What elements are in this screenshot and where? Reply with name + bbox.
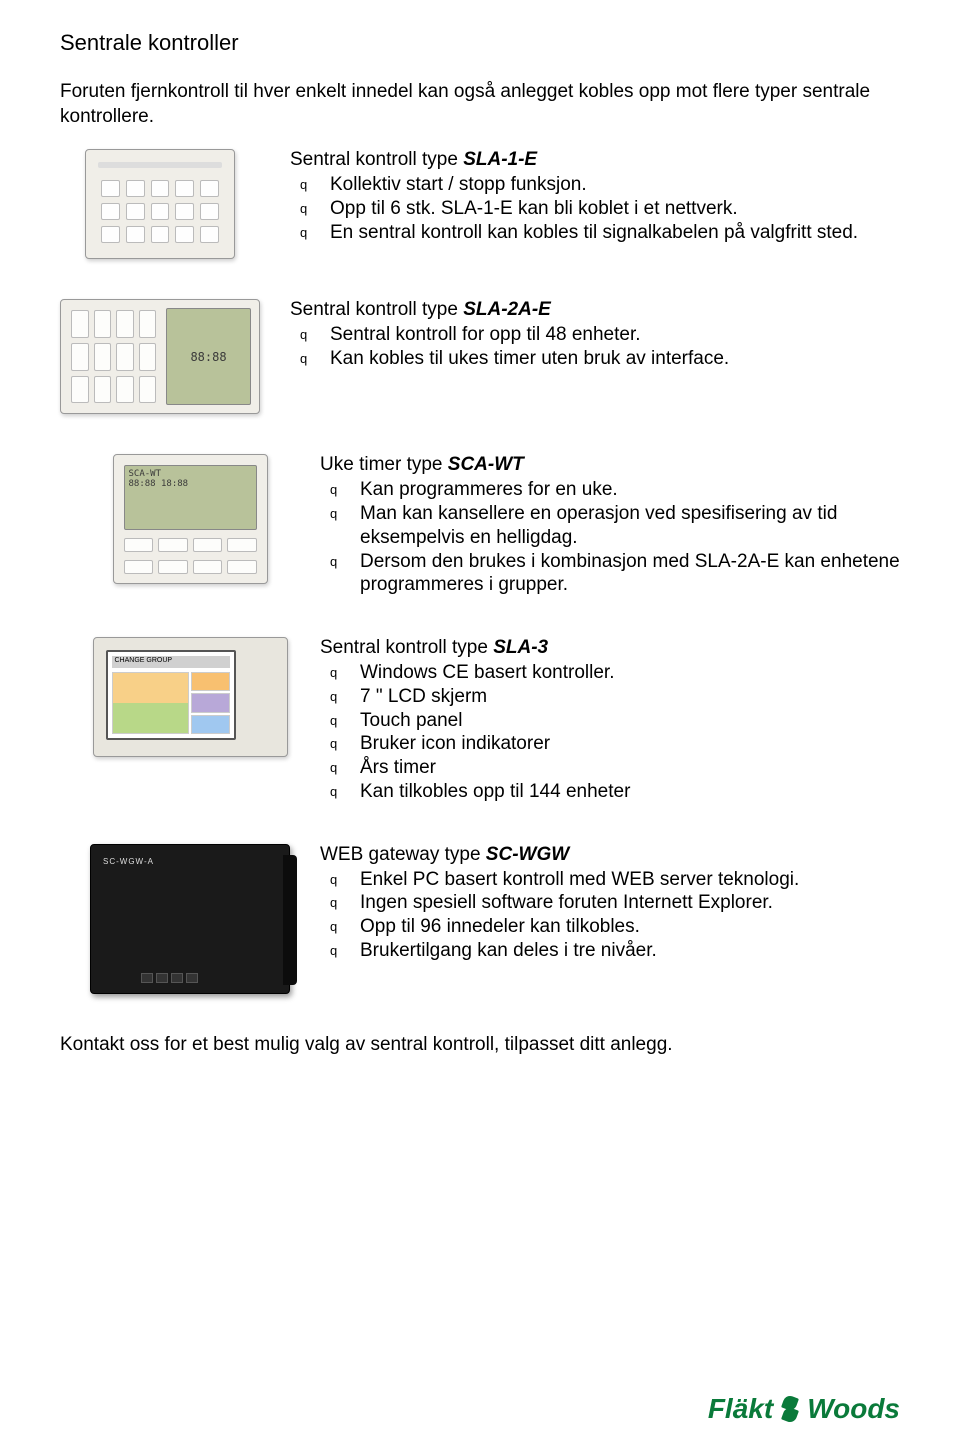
section-sc-wgw: WEB gateway type SC-WGW Enkel PC basert … — [60, 844, 900, 994]
list-item: Sentral kontroll for opp til 48 enheter. — [330, 323, 900, 347]
section-sla-2a-e: 88:88 Sentral kontroll type SLA-2A-E Sen… — [60, 299, 900, 414]
footer-paragraph: Kontakt oss for et best mulig valg av se… — [60, 1034, 900, 1056]
list-item: Dersom den brukes i kombinasjon med SLA-… — [360, 550, 900, 598]
heading-prefix: Sentral kontroll type — [320, 637, 493, 658]
product-image-sca-wt: SCA-WT88:88 18:88 — [90, 454, 290, 584]
fan-icon — [775, 1394, 805, 1424]
list-item: Brukertilgang kan deles i tre nivåer. — [360, 939, 900, 963]
list-item: Kan tilkobles opp til 144 enheter — [360, 780, 900, 804]
bullet-list: Kan programmeres for en uke. Man kan kan… — [320, 478, 900, 597]
section-text: WEB gateway type SC-WGW Enkel PC basert … — [320, 844, 900, 963]
section-heading: Uke timer type SCA-WT — [320, 454, 900, 476]
heading-prefix: WEB gateway type — [320, 844, 486, 865]
model-name: SLA-3 — [493, 637, 548, 658]
section-text: Sentral kontroll type SLA-2A-E Sentral k… — [290, 299, 900, 371]
heading-prefix: Sentral kontroll type — [290, 299, 463, 320]
list-item: Windows CE basert kontroller. — [360, 661, 900, 685]
device-illustration — [90, 844, 290, 994]
section-heading: Sentral kontroll type SLA-3 — [320, 637, 900, 659]
section-sla-1-e: Sentral kontroll type SLA-1-E Kollektiv … — [60, 149, 900, 259]
section-heading: Sentral kontroll type SLA-2A-E — [290, 299, 900, 321]
list-item: Kan programmeres for en uke. — [360, 478, 900, 502]
list-item: Opp til 96 innedeler kan tilkobles. — [360, 915, 900, 939]
list-item: Kan kobles til ukes timer uten bruk av i… — [330, 347, 900, 371]
product-image-sla-2a-e: 88:88 — [60, 299, 260, 414]
model-name: SC-WGW — [486, 844, 569, 865]
list-item: Opp til 6 stk. SLA-1-E kan bli koblet i … — [330, 197, 900, 221]
list-item: Touch panel — [360, 709, 900, 733]
bullet-list: Enkel PC basert kontroll med WEB server … — [320, 868, 900, 963]
list-item: Kollektiv start / stopp funksjon. — [330, 173, 900, 197]
model-name: SCA-WT — [448, 454, 524, 475]
device-illustration: 88:88 — [60, 299, 260, 414]
list-item: En sentral kontroll kan kobles til signa… — [330, 221, 900, 245]
device-illustration: CHANGE GROUP — [93, 637, 288, 757]
product-image-sc-wgw — [90, 844, 290, 994]
section-sca-wt: SCA-WT88:88 18:88 Uke timer type SCA-WT … — [60, 454, 900, 597]
logo-text-2: Woods — [807, 1393, 900, 1425]
section-heading: WEB gateway type SC-WGW — [320, 844, 900, 866]
page-title: Sentrale kontroller — [60, 30, 900, 56]
model-name: SLA-2A-E — [463, 299, 551, 320]
list-item: 7 " LCD skjerm — [360, 685, 900, 709]
section-sla-3: CHANGE GROUP Sentral kontroll type SLA-3… — [60, 637, 900, 804]
product-image-sla-3: CHANGE GROUP — [90, 637, 290, 757]
section-text: Uke timer type SCA-WT Kan programmeres f… — [320, 454, 900, 597]
heading-prefix: Uke timer type — [320, 454, 448, 475]
list-item: Man kan kansellere en operasjon ved spes… — [360, 502, 900, 550]
logo: Fläkt Woods — [708, 1393, 900, 1425]
list-item: Enkel PC basert kontroll med WEB server … — [360, 868, 900, 892]
heading-prefix: Sentral kontroll type — [290, 149, 463, 170]
section-text: Sentral kontroll type SLA-3 Windows CE b… — [320, 637, 900, 804]
list-item: Ingen spesiell software foruten Internet… — [360, 891, 900, 915]
list-item: Bruker icon indikatorer — [360, 732, 900, 756]
logo-text-1: Fläkt — [708, 1393, 773, 1425]
bullet-list: Sentral kontroll for opp til 48 enheter.… — [290, 323, 900, 371]
section-text: Sentral kontroll type SLA-1-E Kollektiv … — [290, 149, 900, 244]
device-illustration — [85, 149, 235, 259]
section-heading: Sentral kontroll type SLA-1-E — [290, 149, 900, 171]
intro-paragraph: Foruten fjernkontroll til hver enkelt in… — [60, 80, 900, 129]
bullet-list: Windows CE basert kontroller. 7 " LCD sk… — [320, 661, 900, 804]
model-name: SLA-1-E — [463, 149, 537, 170]
device-illustration: SCA-WT88:88 18:88 — [113, 454, 268, 584]
bullet-list: Kollektiv start / stopp funksjon. Opp ti… — [290, 173, 900, 244]
product-image-sla-1-e — [60, 149, 260, 259]
list-item: Års timer — [360, 756, 900, 780]
